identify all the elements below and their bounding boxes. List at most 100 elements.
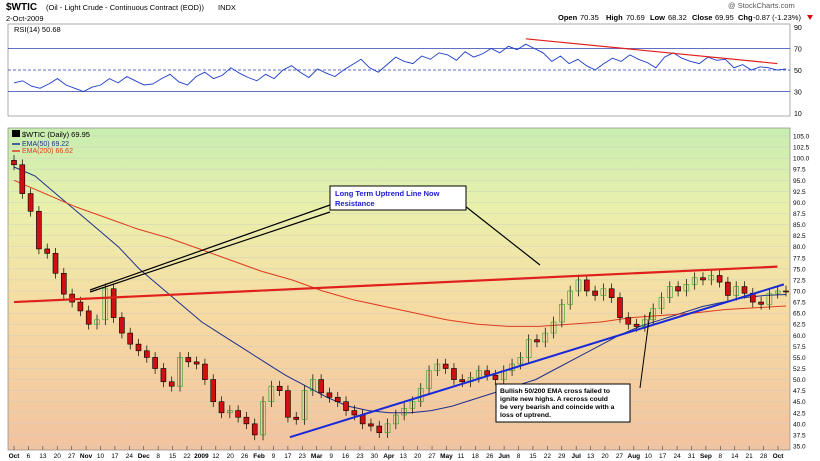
callout-pointer-1c (464, 205, 541, 266)
candle (459, 374, 466, 388)
candle (608, 283, 615, 303)
exchange: INDX (218, 3, 236, 12)
x-tick-label: 27 (428, 453, 436, 460)
candle (343, 396, 349, 416)
candle (135, 338, 142, 357)
candle-up (666, 286, 673, 298)
x-tick-label: 17 (284, 453, 292, 460)
x-tick-label: Sep (700, 453, 712, 460)
candle-down (285, 390, 291, 418)
low-value: 68.32 (668, 13, 687, 22)
candle-down (534, 339, 540, 343)
candle (401, 403, 407, 421)
candle-down (608, 288, 615, 298)
price-tick-label: 47.5 (793, 388, 806, 395)
candle (243, 411, 250, 430)
x-tick-label: 28 (760, 453, 768, 460)
annotation-1: Long Term Uptrend Line Now Resistance (89, 185, 541, 293)
price-tick-label: 87.5 (793, 211, 806, 218)
candle-up (575, 279, 582, 292)
price-tick-label: 55.0 (793, 355, 806, 362)
candle-up (301, 390, 308, 420)
candle (61, 267, 67, 300)
annotation-text-2d: loss of uptrend. (500, 412, 551, 419)
annotation-box-2 (495, 383, 631, 423)
candle-down (127, 332, 134, 345)
candle (160, 363, 167, 388)
rsi-tick-label: 70 (794, 47, 802, 54)
price-tick-label: 77.5 (793, 255, 806, 262)
price-tick-label: 90.0 (793, 200, 806, 207)
x-tick-label: Dec (138, 453, 150, 460)
candle-down (52, 253, 59, 274)
candle-down (152, 357, 158, 369)
candle (235, 405, 241, 423)
candle-up (434, 363, 441, 372)
candle (376, 420, 383, 439)
x-tick-label: 13 (587, 453, 595, 460)
candle (11, 155, 17, 171)
candle-down (85, 310, 92, 325)
callout-pointer-1a (89, 204, 331, 291)
candle (368, 418, 374, 432)
price-tick-label: 100.0 (793, 156, 810, 163)
open-value: 70.35 (580, 13, 599, 22)
candle (675, 281, 681, 297)
ema200-line (13, 179, 787, 327)
candle (542, 327, 549, 348)
annotation-box-1 (329, 185, 467, 211)
candle (384, 418, 391, 439)
candle-down (160, 368, 167, 383)
candle (625, 312, 632, 330)
candle-down (675, 286, 681, 292)
candle (559, 298, 565, 328)
x-tick-label: 20 (227, 453, 235, 460)
x-tick-label: 24 (673, 453, 681, 460)
rsi-tick-label: 90 (794, 25, 802, 32)
candle-down (27, 193, 34, 212)
price-tick-label: 40.0 (793, 421, 806, 428)
legend-swatch-wtic (12, 130, 20, 137)
candle-down (343, 401, 349, 411)
candle-down (36, 210, 42, 250)
rsi-tick-label: 50 (794, 68, 802, 75)
price-tick-label: 35.0 (793, 444, 806, 451)
x-tick-label: 23 (299, 453, 307, 460)
x-tick-label: 20 (414, 453, 422, 460)
candle-down (293, 416, 300, 420)
candle-down (716, 275, 723, 283)
x-tick-label: 17 (111, 453, 119, 460)
candle (102, 283, 109, 326)
price-tick-label: 102.5 (793, 145, 810, 152)
candle (434, 358, 441, 377)
price-tick-label: 70.0 (793, 289, 806, 296)
x-tick-label: 10 (97, 453, 105, 460)
candle-down (19, 164, 26, 194)
candle (144, 345, 150, 363)
x-tick-label: 17 (659, 453, 667, 460)
candle-down (210, 379, 217, 403)
candle (285, 385, 291, 423)
x-tick-label: 6 (27, 453, 31, 460)
candle (94, 314, 100, 330)
annotation-2: Bullish 50/200 EMA cross failed to ignit… (495, 311, 651, 423)
candle-up (384, 423, 391, 434)
candle-down (442, 363, 449, 369)
rsi-line (13, 43, 787, 92)
candle-down (376, 425, 383, 434)
candle (36, 205, 42, 255)
price-tick-label: 92.5 (793, 189, 806, 196)
candle-up (774, 290, 781, 294)
x-tick-label: 13 (39, 453, 47, 460)
candle (251, 418, 258, 441)
x-tick-label: 10 (645, 453, 653, 460)
candle (227, 405, 233, 419)
down-arrow-icon (807, 15, 813, 20)
x-tick-label: 31 (688, 453, 696, 460)
x-tick-label: Jul (571, 453, 581, 460)
price-grid (8, 135, 790, 447)
candle (774, 285, 781, 299)
annotation-text-1a: Long Term Uptrend Line Now (335, 189, 440, 198)
candle (534, 334, 540, 348)
